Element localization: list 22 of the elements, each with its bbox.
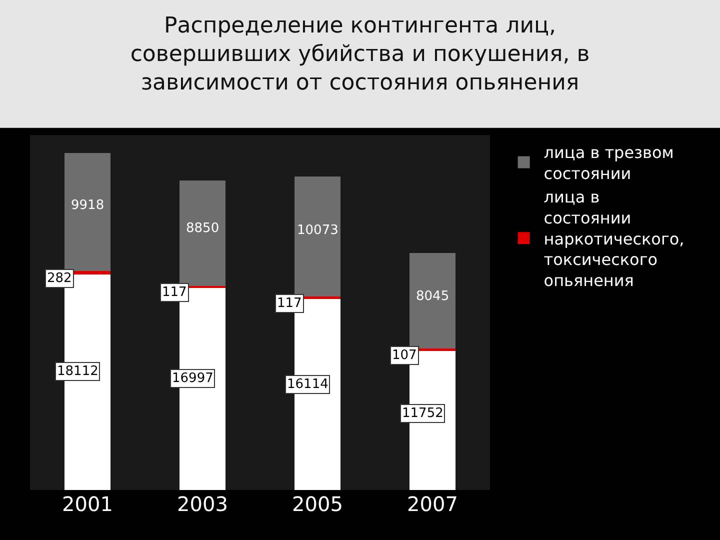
data-label: 282 bbox=[47, 271, 72, 286]
data-label: 107 bbox=[392, 348, 417, 363]
x-tick-label: 2005 bbox=[292, 492, 343, 516]
bar bbox=[64, 152, 110, 271]
data-label: 16114 bbox=[287, 377, 328, 392]
legend-label: лица в состоянии наркотического, токсического опьянения bbox=[544, 188, 684, 290]
data-label: 8850 bbox=[186, 221, 220, 236]
data-label: 117 bbox=[277, 296, 302, 311]
x-tick-label: 2003 bbox=[177, 492, 228, 516]
data-label: 11752 bbox=[402, 406, 444, 421]
data-label: 16997 bbox=[172, 371, 214, 386]
data-label: 18112 bbox=[57, 364, 98, 379]
x-tick-label: 2001 bbox=[62, 492, 113, 516]
chart-title: Распределение контингента лиц, совершивших убийства и покушения, в зависимости от состояния опьянения bbox=[130, 13, 590, 96]
bar bbox=[180, 180, 226, 286]
x-tick-label: 2007 bbox=[407, 492, 458, 516]
data-label: 8045 bbox=[416, 289, 450, 304]
data-label: 117 bbox=[162, 285, 187, 300]
bar bbox=[294, 176, 340, 297]
data-label: 9918 bbox=[71, 198, 104, 213]
bar bbox=[410, 252, 456, 349]
data-label: 10073 bbox=[297, 223, 338, 238]
